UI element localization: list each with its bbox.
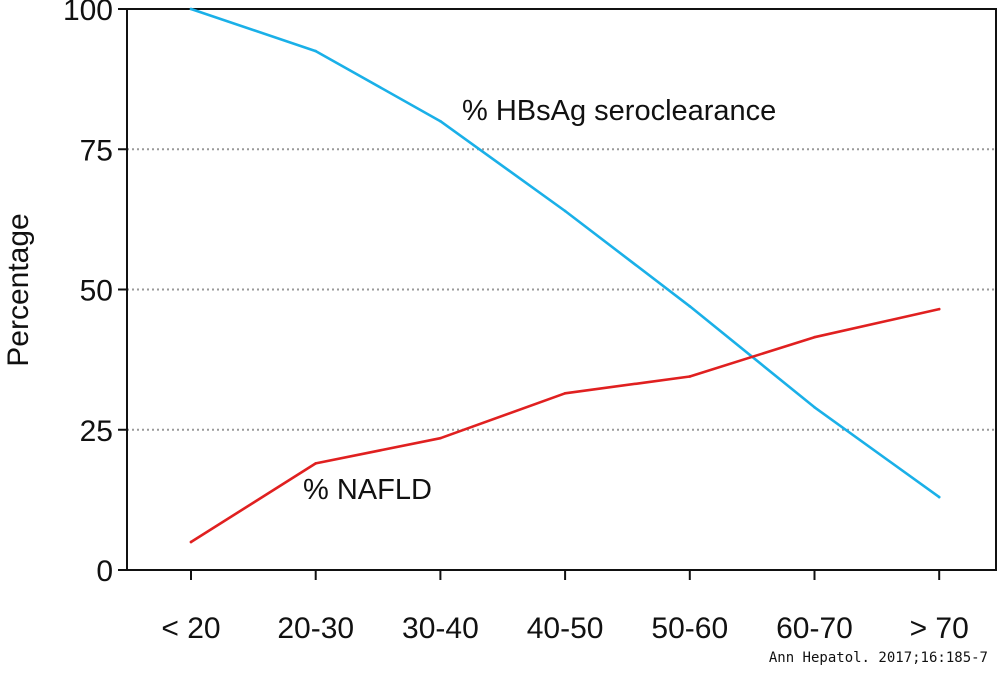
x-tick-label: 40-50 <box>527 612 604 645</box>
series-line-hbsag-seroclearance <box>189 7 941 499</box>
y-tick-label: 0 <box>96 555 113 588</box>
series-point <box>813 406 816 409</box>
x-tick-label: 60-70 <box>776 612 853 645</box>
series-point <box>314 49 318 53</box>
axes: 0 25 50 75 100 < 20 20-30 30-40 40-50 50-60 60-70 >… <box>63 0 969 645</box>
series-point <box>688 305 692 308</box>
series-point <box>563 209 567 213</box>
series-point <box>688 375 692 378</box>
gridlines <box>127 148 996 431</box>
series-point <box>563 391 567 395</box>
y-tick-label: 75 <box>80 134 113 167</box>
source-credit: Ann Hepatol. 2017;16:185-7 <box>769 650 988 666</box>
series-lines <box>189 7 941 544</box>
series-point <box>937 495 941 499</box>
series-label-nafld: % NAFLD <box>303 474 432 506</box>
series-point <box>189 540 193 544</box>
series-labels: % HBsAg seroclearance % NAFLD <box>303 95 776 506</box>
x-tick-label: 50-60 <box>651 612 728 645</box>
series-point <box>439 119 442 123</box>
series-point <box>189 7 193 11</box>
series-point <box>937 307 941 311</box>
y-tick-label: 100 <box>63 0 113 27</box>
y-tick-label: 50 <box>80 275 113 308</box>
y-axis-title: Percentage <box>2 213 35 366</box>
series-point <box>439 436 442 440</box>
series-point <box>813 335 816 339</box>
x-tick-label: > 70 <box>910 612 969 645</box>
x-tick-label: 20-30 <box>277 612 354 645</box>
series-line-nafld <box>189 307 941 544</box>
series-point <box>314 462 318 465</box>
series-label-hbsag: % HBsAg seroclearance <box>462 95 776 127</box>
y-tick-label: 25 <box>80 415 113 448</box>
x-tick-label: 30-40 <box>402 612 479 645</box>
x-tick-label: < 20 <box>161 612 220 645</box>
